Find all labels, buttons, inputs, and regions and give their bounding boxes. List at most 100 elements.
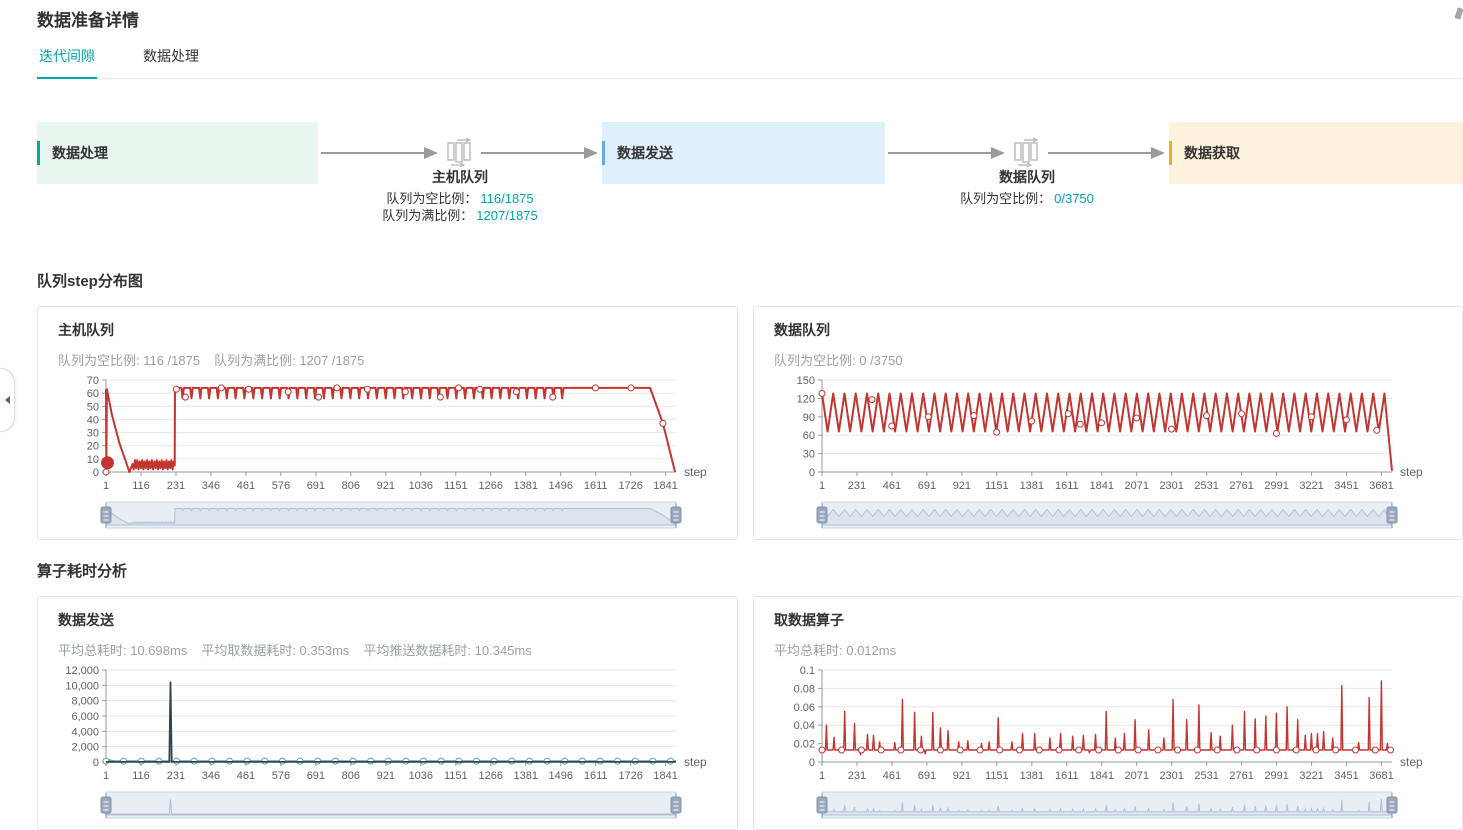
svg-text:10: 10 [87, 454, 99, 466]
svg-text:3451: 3451 [1334, 480, 1358, 492]
svg-text:1841: 1841 [653, 770, 677, 782]
stat-text: 平均推送数据耗时: 10.345ms [363, 643, 532, 658]
data-send-chart[interactable]: 0 2,000 4,000 6,000 8,000 10,000 12,000 1 116 231… [58, 662, 717, 788]
svg-text:0.02: 0.02 [794, 739, 815, 751]
data-queue-chart[interactable]: 0 30 60 90 120 150 1 231 461 691 921 1151 1381 1611 18… [774, 372, 1442, 498]
card-title: 主机队列 [58, 322, 114, 338]
stat-text: 平均取数据耗时: 0.353ms [201, 643, 350, 658]
svg-text:116: 116 [132, 480, 150, 492]
data-queue-card: 数据队列 队列为空比例: 0 /3750 0 30 60 90 120 150 1 231 46… [753, 306, 1463, 540]
svg-text:1151: 1151 [985, 480, 1009, 492]
svg-text:0.06: 0.06 [794, 702, 815, 714]
data-queue-datazoom-slider[interactable] [815, 501, 1442, 531]
svg-text:2761: 2761 [1229, 480, 1253, 492]
stat-text: 队列为空比例: 0 /3750 [774, 353, 903, 368]
svg-text:60: 60 [87, 388, 99, 400]
svg-text:921: 921 [377, 770, 395, 782]
data-preparation-page: 数据准备详情 迭代间隙 数据处理 数据处理 主机队列 队列为空比例： 116/18… [0, 6, 1463, 830]
svg-text:3221: 3221 [1299, 480, 1323, 492]
stage-accent-bar [602, 141, 605, 165]
svg-text:60: 60 [803, 430, 815, 442]
collapse-panel-toggle[interactable] [0, 368, 15, 432]
svg-text:2991: 2991 [1264, 480, 1288, 492]
pipeline-diagram: 数据处理 主机队列 队列为空比例： 116/1875 队列为满比例： 1207/18… [37, 122, 1463, 223]
stage-label: 数据发送 [617, 145, 673, 161]
operator-charts-row: 数据发送 平均总耗时: 10.698ms 平均取数据耗时: 0.353ms 平均推送… [37, 596, 1463, 830]
host-queue-datazoom-slider[interactable] [99, 501, 717, 531]
svg-text:1841: 1841 [1090, 480, 1114, 492]
stat-text: 队列为满比例: 1207 /1875 [214, 353, 365, 368]
svg-text:1: 1 [103, 480, 109, 492]
fetch-operator-chart[interactable]: 0 0.02 0.04 0.06 0.08 0.1 1 231 461 691 921 1151 138… [774, 662, 1442, 788]
svg-text:1726: 1726 [618, 480, 642, 492]
svg-text:4,000: 4,000 [71, 726, 99, 738]
svg-text:1: 1 [819, 480, 825, 492]
flow-arrow-icon [321, 147, 438, 159]
stage-data-send: 数据发送 [602, 122, 885, 184]
fetch-operator-card: 取数据算子 平均总耗时: 0.012ms 0 0.02 0.04 0.06 0.08 0.… [753, 596, 1463, 830]
svg-text:1496: 1496 [548, 480, 572, 492]
stat-text: 平均总耗时: 10.698ms [58, 643, 188, 658]
svg-text:1726: 1726 [618, 770, 642, 782]
svg-text:3221: 3221 [1299, 770, 1323, 782]
data-send-card: 数据发送 平均总耗时: 10.698ms 平均取数据耗时: 0.353ms 平均推送… [37, 596, 738, 830]
svg-text:1381: 1381 [514, 770, 538, 782]
tab-iteration-gap[interactable]: 迭代间隙 [37, 41, 97, 79]
card-title: 数据队列 [774, 322, 830, 338]
svg-text:1: 1 [103, 770, 109, 782]
svg-text:30: 30 [803, 449, 815, 461]
svg-text:921: 921 [953, 480, 971, 492]
svg-text:120: 120 [797, 393, 815, 405]
svg-text:1266: 1266 [479, 770, 503, 782]
queue-icon [1014, 137, 1039, 168]
svg-text:3681: 3681 [1369, 770, 1393, 782]
chevron-left-icon [4, 396, 10, 404]
svg-text:2071: 2071 [1124, 480, 1148, 492]
flow-arrow-icon [1048, 147, 1165, 159]
card-title: 数据发送 [58, 612, 114, 628]
svg-text:231: 231 [167, 480, 185, 492]
svg-text:0: 0 [93, 467, 99, 479]
svg-text:1381: 1381 [1020, 480, 1044, 492]
svg-text:691: 691 [918, 480, 936, 492]
svg-text:576: 576 [272, 770, 290, 782]
svg-text:1611: 1611 [584, 770, 608, 782]
svg-text:461: 461 [237, 770, 255, 782]
data-send-datazoom-slider[interactable] [99, 791, 717, 821]
svg-text:1611: 1611 [584, 480, 608, 492]
stage-label: 数据处理 [52, 145, 108, 161]
page-title: 数据准备详情 [37, 11, 139, 30]
svg-text:0: 0 [93, 757, 99, 769]
svg-text:8,000: 8,000 [71, 696, 99, 708]
host-queue-chart[interactable]: 0 10 20 30 40 50 60 70 1 116 231 346 461 576 691 806 921… [58, 372, 717, 498]
svg-text:2761: 2761 [1229, 770, 1253, 782]
flow-arrow-icon [481, 147, 598, 159]
svg-text:1611: 1611 [1055, 770, 1079, 782]
svg-text:step: step [1400, 755, 1423, 769]
svg-text:1381: 1381 [514, 480, 538, 492]
svg-text:2531: 2531 [1194, 770, 1218, 782]
fetch-operator-datazoom-slider[interactable] [815, 791, 1442, 821]
svg-text:231: 231 [167, 770, 185, 782]
svg-text:0.08: 0.08 [794, 683, 815, 695]
svg-text:116: 116 [132, 770, 150, 782]
svg-text:150: 150 [797, 375, 815, 387]
svg-text:step: step [684, 755, 707, 769]
svg-text:806: 806 [342, 770, 360, 782]
svg-text:691: 691 [307, 770, 325, 782]
svg-text:461: 461 [883, 770, 901, 782]
stage-data-processing: 数据处理 [37, 122, 318, 184]
stat-value: 116/1875 [480, 191, 534, 206]
queue-stat: 队列为空比例： 116/1875 [340, 190, 580, 207]
flow-arrow-icon [888, 147, 1005, 159]
stage-data-fetch: 数据获取 [1169, 122, 1463, 184]
card-title: 取数据算子 [774, 612, 844, 628]
svg-text:2071: 2071 [1124, 770, 1148, 782]
stat-label: 队列为满比例： [382, 208, 474, 223]
svg-text:1381: 1381 [1020, 770, 1044, 782]
svg-text:231: 231 [848, 480, 866, 492]
queue-stat: 队列为空比例： 0/3750 [907, 190, 1147, 207]
tab-data-processing[interactable]: 数据处理 [143, 48, 199, 64]
svg-text:2531: 2531 [1194, 480, 1218, 492]
svg-text:691: 691 [918, 770, 936, 782]
